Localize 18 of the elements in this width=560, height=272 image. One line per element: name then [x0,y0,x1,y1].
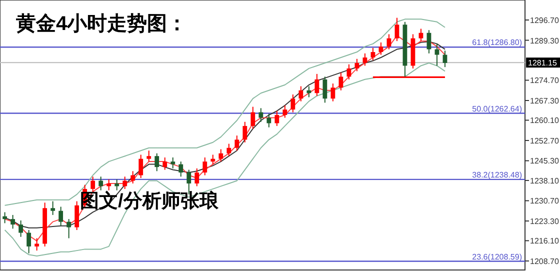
text: 1208.70 [530,256,559,266]
text: 1260.10 [530,116,559,126]
text: 1267.30 [530,96,559,106]
text: 黄金4小时走势图： [15,13,188,35]
text: 1245.30 [530,156,559,166]
ref-line-label: 50.0(1262.64) [472,104,522,114]
text: 1296.70 [530,16,559,25]
ref-line-label: 38.2(1238.48) [472,170,522,180]
text: 1274.70 [530,76,559,86]
ref-line-label: 1281.15 [528,58,558,68]
text: 1238.10 [530,176,559,186]
ref-line-label: 23.6(1208.59) [472,252,522,262]
ref-line-label: 61.8(1286.80) [472,38,522,48]
text: 1230.70 [530,196,559,206]
text: 1252.70 [530,136,559,146]
text: 1223.30 [530,216,559,226]
text: 1216.10 [530,236,559,246]
text: 1289.30 [530,36,559,46]
